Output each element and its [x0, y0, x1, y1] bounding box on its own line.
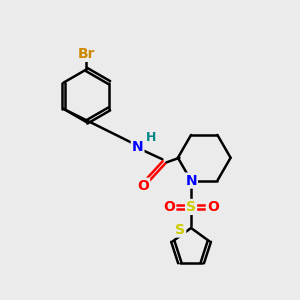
- Text: O: O: [137, 178, 149, 193]
- Text: S: S: [186, 200, 196, 214]
- Text: Br: Br: [78, 47, 95, 61]
- Text: N: N: [132, 140, 143, 154]
- Text: H: H: [146, 131, 157, 144]
- Text: S: S: [175, 223, 185, 236]
- Text: N: N: [185, 174, 197, 188]
- Text: O: O: [207, 200, 219, 214]
- Text: O: O: [164, 200, 175, 214]
